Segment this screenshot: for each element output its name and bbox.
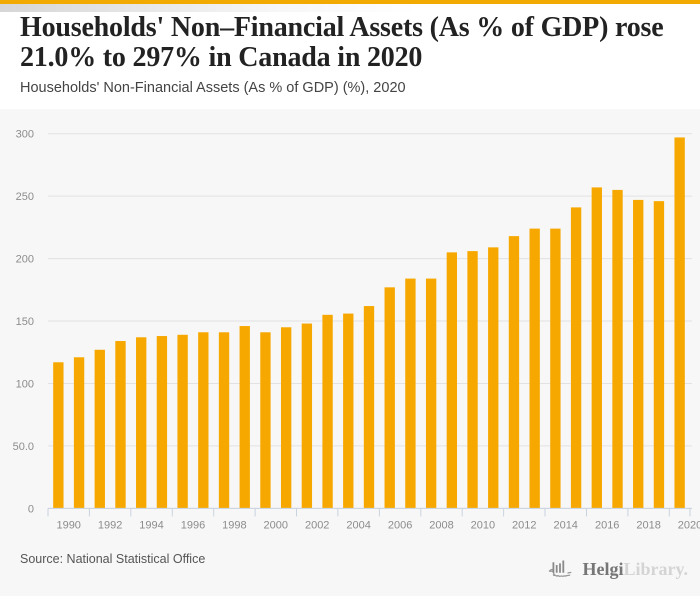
- svg-text:2008: 2008: [429, 519, 453, 531]
- svg-text:1990: 1990: [56, 519, 80, 531]
- svg-text:2004: 2004: [346, 519, 370, 531]
- svg-text:2020: 2020: [678, 519, 700, 531]
- svg-text:1996: 1996: [181, 519, 205, 531]
- svg-text:0: 0: [28, 503, 34, 515]
- svg-text:1992: 1992: [98, 519, 122, 531]
- svg-text:200: 200: [16, 254, 34, 266]
- svg-text:2010: 2010: [471, 519, 495, 531]
- svg-text:1994: 1994: [139, 519, 163, 531]
- svg-text:50.0: 50.0: [13, 441, 34, 453]
- svg-text:2018: 2018: [636, 519, 660, 531]
- svg-text:250: 250: [16, 191, 34, 203]
- svg-text:2014: 2014: [553, 519, 577, 531]
- svg-text:2002: 2002: [305, 519, 329, 531]
- svg-text:2006: 2006: [388, 519, 412, 531]
- svg-text:150: 150: [16, 316, 34, 328]
- svg-text:2000: 2000: [264, 519, 288, 531]
- svg-text:300: 300: [16, 129, 34, 141]
- svg-text:100: 100: [16, 379, 34, 391]
- svg-text:2016: 2016: [595, 519, 619, 531]
- svg-text:1998: 1998: [222, 519, 246, 531]
- svg-text:2012: 2012: [512, 519, 536, 531]
